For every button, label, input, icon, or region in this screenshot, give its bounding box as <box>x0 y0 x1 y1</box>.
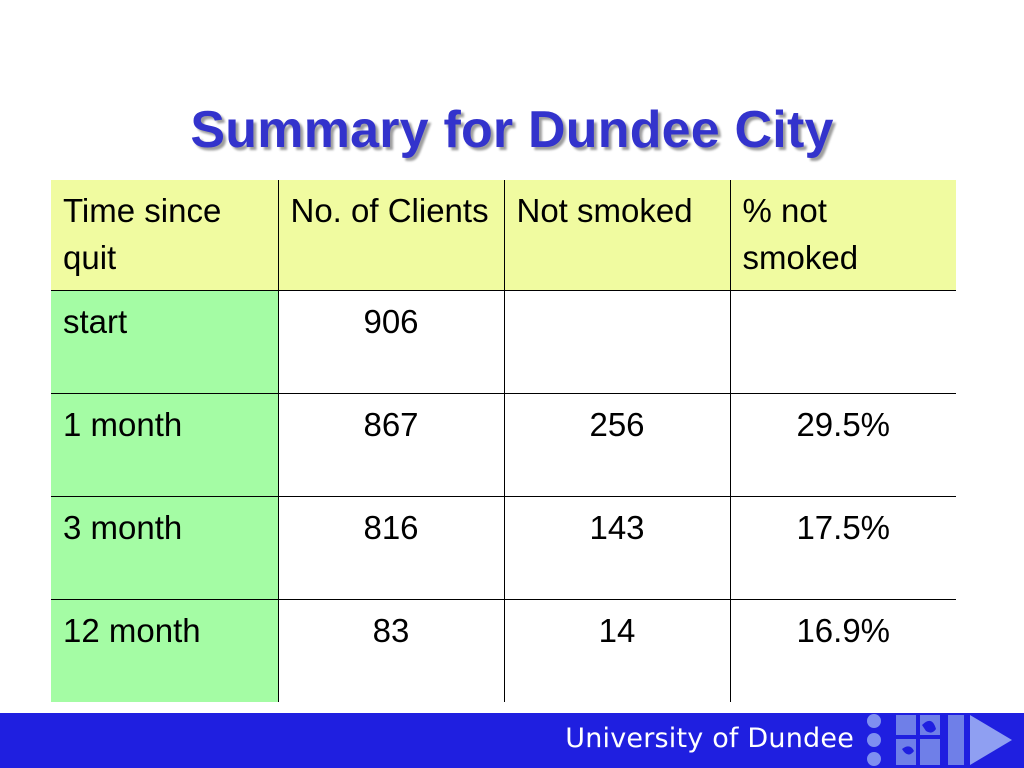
clients-cell: 816 <box>278 496 505 600</box>
percent-cell: 29.5% <box>730 393 956 497</box>
table-row: 12 month 83 14 16.9% <box>51 599 956 702</box>
not-smoked-cell <box>504 290 731 394</box>
header-percent-not-smoked: % not smoked <box>730 180 956 291</box>
clients-cell: 906 <box>278 290 505 394</box>
summary-table: Time since quit No. of Clients Not smoke… <box>51 180 956 702</box>
table-row: start 906 <box>51 290 956 394</box>
header-not-smoked: Not smoked <box>504 180 731 291</box>
university-logo-icon <box>867 714 1012 766</box>
clients-cell: 83 <box>278 599 505 702</box>
not-smoked-cell: 143 <box>504 496 731 600</box>
header-no-of-clients: No. of Clients <box>278 180 505 291</box>
table-row: 1 month 867 256 29.5% <box>51 393 956 497</box>
footer-university-name: University of Dundee <box>565 723 854 754</box>
percent-cell <box>730 290 956 394</box>
header-row: Time since quit No. of Clients Not smoke… <box>51 180 956 291</box>
not-smoked-cell: 256 <box>504 393 731 497</box>
table-row: 3 month 816 143 17.5% <box>51 496 956 600</box>
row-label: 3 month <box>51 496 279 600</box>
clients-cell: 867 <box>278 393 505 497</box>
row-label: start <box>51 290 279 394</box>
percent-cell: 17.5% <box>730 496 956 600</box>
not-smoked-cell: 14 <box>504 599 731 702</box>
header-time-since-quit: Time since quit <box>51 180 279 291</box>
row-label: 12 month <box>51 599 279 702</box>
percent-cell: 16.9% <box>796 611 891 649</box>
row-label: 1 month <box>51 393 279 497</box>
slide-title: Summary for Dundee City <box>190 101 834 159</box>
footer-band: University of Dundee <box>0 713 1024 768</box>
